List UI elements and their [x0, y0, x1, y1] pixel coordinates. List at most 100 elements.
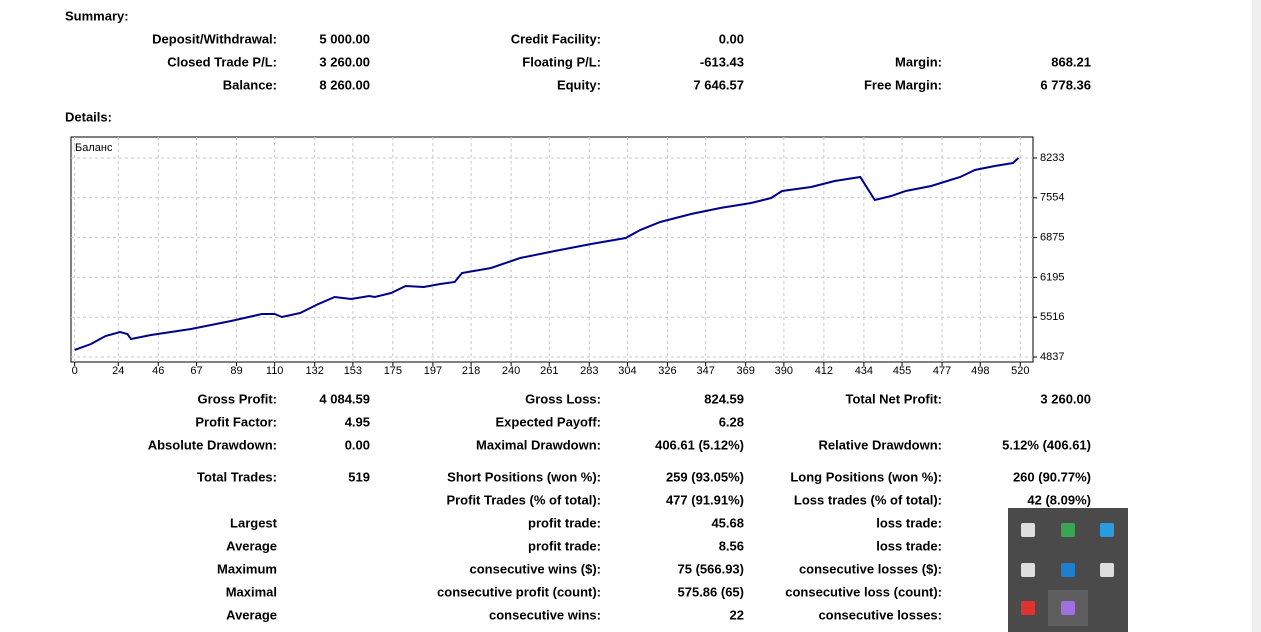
tray-icon[interactable]	[1021, 601, 1035, 615]
field-value: 8 260.00	[319, 77, 370, 92]
x-tick-label: 326	[658, 365, 676, 377]
x-tick-label: 153	[344, 365, 362, 377]
field-label: profit trade:	[528, 515, 601, 530]
field-label: Total Trades:	[197, 469, 277, 484]
field-label: Floating P/L:	[522, 54, 601, 69]
y-tick-label: 8233	[1040, 152, 1064, 164]
y-tick-label: 6195	[1040, 271, 1064, 283]
field-label: Margin:	[895, 54, 942, 69]
field-label: profit trade:	[528, 538, 601, 553]
x-tick-label: 412	[815, 365, 833, 377]
tray-icon[interactable]	[1021, 563, 1035, 577]
x-tick-label: 434	[855, 365, 873, 377]
tray-icon[interactable]	[1100, 523, 1114, 537]
field-label: Loss trades (% of total):	[794, 492, 942, 507]
field-label: consecutive losses:	[818, 607, 942, 622]
x-tick-label: 283	[580, 365, 598, 377]
field-value: 6.28	[719, 414, 744, 429]
x-tick-label: 175	[384, 365, 402, 377]
x-tick-label: 347	[696, 365, 714, 377]
x-tick-label: 218	[462, 365, 480, 377]
field-label: Deposit/Withdrawal:	[152, 31, 277, 46]
field-label: consecutive loss (count):	[785, 584, 942, 599]
balance-line	[74, 157, 1020, 351]
x-tick-label: 0	[72, 365, 78, 377]
x-tick-label: 390	[775, 365, 793, 377]
field-label: consecutive profit (count):	[437, 584, 601, 599]
field-value: 7 646.57	[693, 77, 744, 92]
field-label: Equity:	[557, 77, 601, 92]
field-value: 42 (8.09%)	[1027, 492, 1091, 507]
field-value: 519	[348, 469, 370, 484]
summary-title: Summary:	[65, 8, 129, 23]
field-label: Short Positions (won %):	[447, 469, 601, 484]
field-value: 75 (566.93)	[678, 561, 745, 576]
field-value: 575.86 (65)	[678, 584, 745, 599]
x-tick-label: 240	[502, 365, 520, 377]
field-label: Long Positions (won %):	[790, 469, 942, 484]
tray-icon[interactable]	[1061, 563, 1075, 577]
field-label: Profit Factor:	[195, 414, 277, 429]
field-label: Relative Drawdown:	[818, 437, 942, 452]
x-tick-label: 46	[152, 365, 164, 377]
x-tick-label: 520	[1011, 365, 1029, 377]
y-tick-label: 7554	[1040, 192, 1064, 204]
tray-icon[interactable]	[1021, 523, 1035, 537]
scrollbar[interactable]	[1252, 0, 1261, 632]
field-value: 45.68	[711, 515, 744, 530]
chart-frame	[70, 136, 1034, 363]
tray-icon[interactable]	[1061, 523, 1075, 537]
field-value: 5.12% (406.61)	[1002, 437, 1091, 452]
x-tick-label: 261	[540, 365, 558, 377]
field-value: 4.95	[345, 414, 370, 429]
x-tick-label: 197	[424, 365, 442, 377]
x-tick-label: 89	[230, 365, 242, 377]
field-label: Balance:	[223, 77, 277, 92]
tray-icon[interactable]	[1061, 601, 1075, 615]
field-value: 3 260.00	[1040, 391, 1091, 406]
x-tick-label: 304	[618, 365, 636, 377]
field-value: 5 000.00	[319, 31, 370, 46]
y-tick-label: 5516	[1040, 311, 1064, 323]
y-tick-label: 4837	[1040, 351, 1064, 363]
field-value: 4 084.59	[319, 391, 370, 406]
field-value: 0.00	[345, 437, 370, 452]
field-value: 868.21	[1051, 54, 1091, 69]
x-tick-label: 24	[112, 365, 124, 377]
field-label: Maximal Drawdown:	[476, 437, 601, 452]
field-label: Profit Trades (% of total):	[446, 492, 601, 507]
field-label: consecutive losses ($):	[799, 561, 942, 576]
tray-icon[interactable]	[1100, 563, 1114, 577]
field-value: 259 (93.05%)	[666, 469, 744, 484]
field-label: Absolute Drawdown:	[148, 437, 277, 452]
field-value: -613.43	[700, 54, 744, 69]
field-value: 22	[730, 607, 744, 622]
field-label: Total Net Profit:	[845, 391, 942, 406]
field-label: Credit Facility:	[511, 31, 601, 46]
field-value: 477 (91.91%)	[666, 492, 744, 507]
field-label: loss trade:	[876, 515, 942, 530]
field-label: loss trade:	[876, 538, 942, 553]
field-value: 3 260.00	[319, 54, 370, 69]
x-tick-label: 110	[266, 365, 284, 377]
field-label: Gross Loss:	[525, 391, 601, 406]
x-tick-label: 477	[933, 365, 951, 377]
field-value: 6 778.36	[1040, 77, 1091, 92]
field-value: 824.59	[704, 391, 744, 406]
field-value: 8.56	[719, 538, 744, 553]
field-label: Maximal	[226, 584, 277, 599]
y-tick-label: 6875	[1040, 231, 1064, 243]
field-label: Largest	[230, 515, 278, 530]
field-label: Expected Payoff:	[496, 414, 601, 429]
x-tick-label: 498	[971, 365, 989, 377]
x-tick-label: 132	[306, 365, 324, 377]
field-label: Free Margin:	[864, 77, 942, 92]
field-value: 406.61 (5.12%)	[655, 437, 744, 452]
legend-label: Баланс	[75, 142, 113, 154]
field-label: Average	[226, 607, 277, 622]
field-label: Maximum	[217, 561, 277, 576]
tray-popup	[1008, 508, 1128, 632]
x-tick-label: 455	[893, 365, 911, 377]
